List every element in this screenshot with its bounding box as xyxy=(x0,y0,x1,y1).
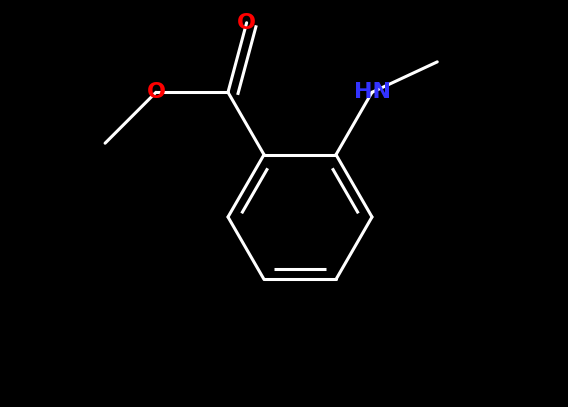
Text: O: O xyxy=(237,13,256,33)
Text: O: O xyxy=(147,82,165,102)
Text: HN: HN xyxy=(353,82,391,102)
